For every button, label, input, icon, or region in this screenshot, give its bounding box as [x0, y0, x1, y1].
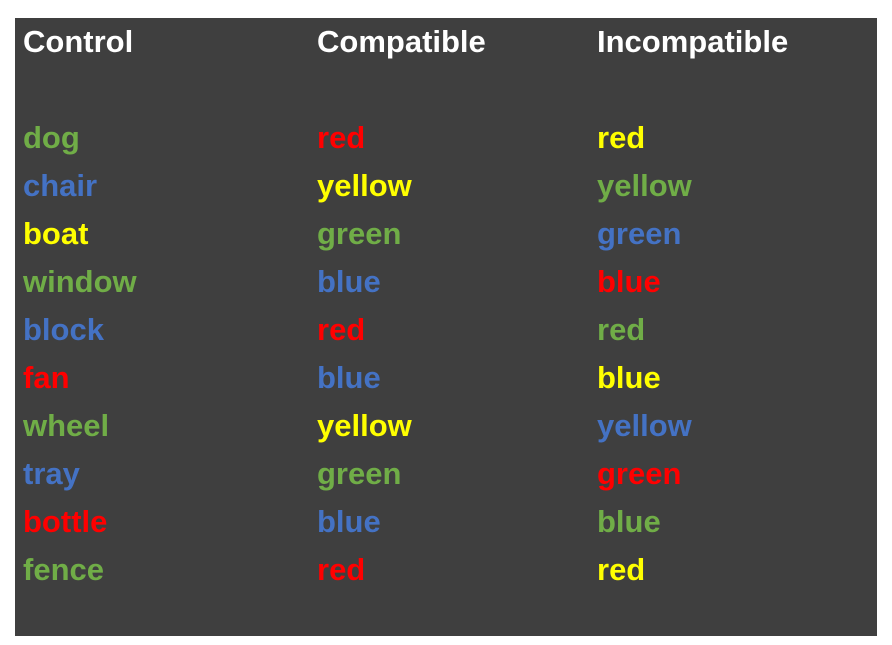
- color-word: red: [597, 552, 646, 587]
- color-word: fence: [23, 552, 104, 587]
- color-word: green: [317, 216, 402, 251]
- stroop-word-board: Control dog chair boat window block fan wheel t…: [15, 18, 877, 636]
- color-word: yellow: [597, 408, 692, 443]
- color-word: yellow: [597, 168, 692, 203]
- compatible-header: Compatible: [317, 24, 486, 59]
- color-word: wheel: [23, 408, 110, 443]
- color-word: yellow: [317, 168, 412, 203]
- color-word: bottle: [23, 504, 108, 539]
- color-word: tray: [23, 456, 80, 491]
- color-word: block: [23, 312, 104, 347]
- color-word: green: [597, 456, 682, 491]
- color-word: blue: [317, 504, 381, 539]
- color-word: blue: [317, 360, 381, 395]
- color-word: red: [317, 552, 366, 587]
- compatible-word-list: red yellow green blue red blue yellow green blue…: [317, 114, 412, 594]
- color-word: yellow: [317, 408, 412, 443]
- color-word: boat: [23, 216, 89, 251]
- color-word: window: [23, 264, 137, 299]
- color-word: green: [317, 456, 402, 491]
- color-word: red: [597, 312, 646, 347]
- color-word: green: [597, 216, 682, 251]
- color-word: chair: [23, 168, 98, 203]
- color-word: red: [317, 312, 366, 347]
- color-word: red: [317, 120, 366, 155]
- color-word: red: [597, 120, 646, 155]
- color-word: dog: [23, 120, 80, 155]
- color-word: blue: [597, 504, 661, 539]
- control-word-list: dog chair boat window block fan wheel tray bottl…: [23, 114, 137, 594]
- incompatible-word-list: red yellow green blue red blue yellow green blue…: [597, 114, 692, 594]
- color-word: fan: [23, 360, 70, 395]
- color-word: blue: [597, 360, 661, 395]
- incompatible-header: Incompatible: [597, 24, 789, 59]
- color-word: blue: [317, 264, 381, 299]
- color-word: blue: [597, 264, 661, 299]
- control-header: Control: [23, 24, 134, 59]
